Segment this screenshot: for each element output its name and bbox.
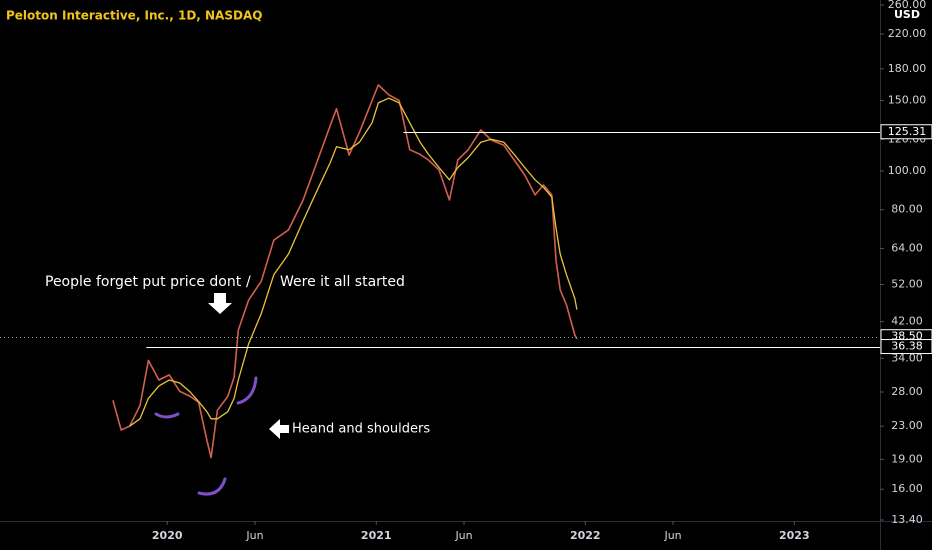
x-tick-label: Jun [245, 529, 263, 542]
level-label: 125.31 [888, 125, 927, 138]
y-tick-label: 64.00 [891, 241, 923, 254]
y-tick-label: 42.00 [891, 315, 923, 328]
y-tick-label: 28.00 [891, 385, 923, 398]
level-label-box [880, 124, 932, 140]
axes: 13.40 16.00 19.00 23.00 28.00 34.00 42.00 52.00… [152, 0, 932, 542]
shoulder-arc [154, 412, 180, 419]
y-tick-label: 13.40 [891, 513, 923, 526]
x-tick-label: Jun [454, 529, 472, 542]
price-line [112, 84, 578, 459]
y-tick-label: 52.00 [891, 278, 923, 291]
chart-title: Peloton Interactive, Inc., 1D, NASDAQ [6, 9, 262, 23]
y-tick-label: 100.00 [888, 164, 927, 177]
x-tick-label: 2023 [779, 529, 810, 542]
y-tick-label: 16.00 [891, 482, 923, 495]
y-tick-label: 180.00 [888, 62, 927, 75]
arrow-left [269, 419, 289, 439]
arrow-down [208, 293, 232, 314]
level-label: 36.38 [891, 340, 923, 353]
y-tick-label: 150.00 [888, 94, 927, 107]
plot [0, 84, 880, 459]
y-tick-label: 19.00 [891, 452, 923, 465]
y-tick-label: 23.00 [891, 419, 923, 432]
annotation: People forget put price dont [45, 274, 242, 290]
currency-label: USD [894, 8, 920, 21]
head-arc [197, 477, 227, 496]
y-tick-label: 260.00 [888, 0, 927, 11]
y-tick-label: 34.00 [891, 351, 923, 364]
annotation: Were it all started [280, 274, 405, 290]
x-tick-label: 2022 [570, 529, 601, 542]
x-tick-label: Jun [663, 529, 681, 542]
x-tick-label: 2020 [152, 529, 183, 542]
annotation: / [246, 274, 251, 290]
y-tick-label: 220.00 [888, 27, 927, 40]
y-tick-label: 80.00 [891, 203, 923, 216]
level-label-box [880, 339, 932, 355]
shoulder-arc [236, 376, 258, 405]
x-tick-label: 2021 [361, 529, 392, 542]
annotation: Heand and shoulders [292, 422, 430, 437]
price-line [129, 97, 578, 427]
